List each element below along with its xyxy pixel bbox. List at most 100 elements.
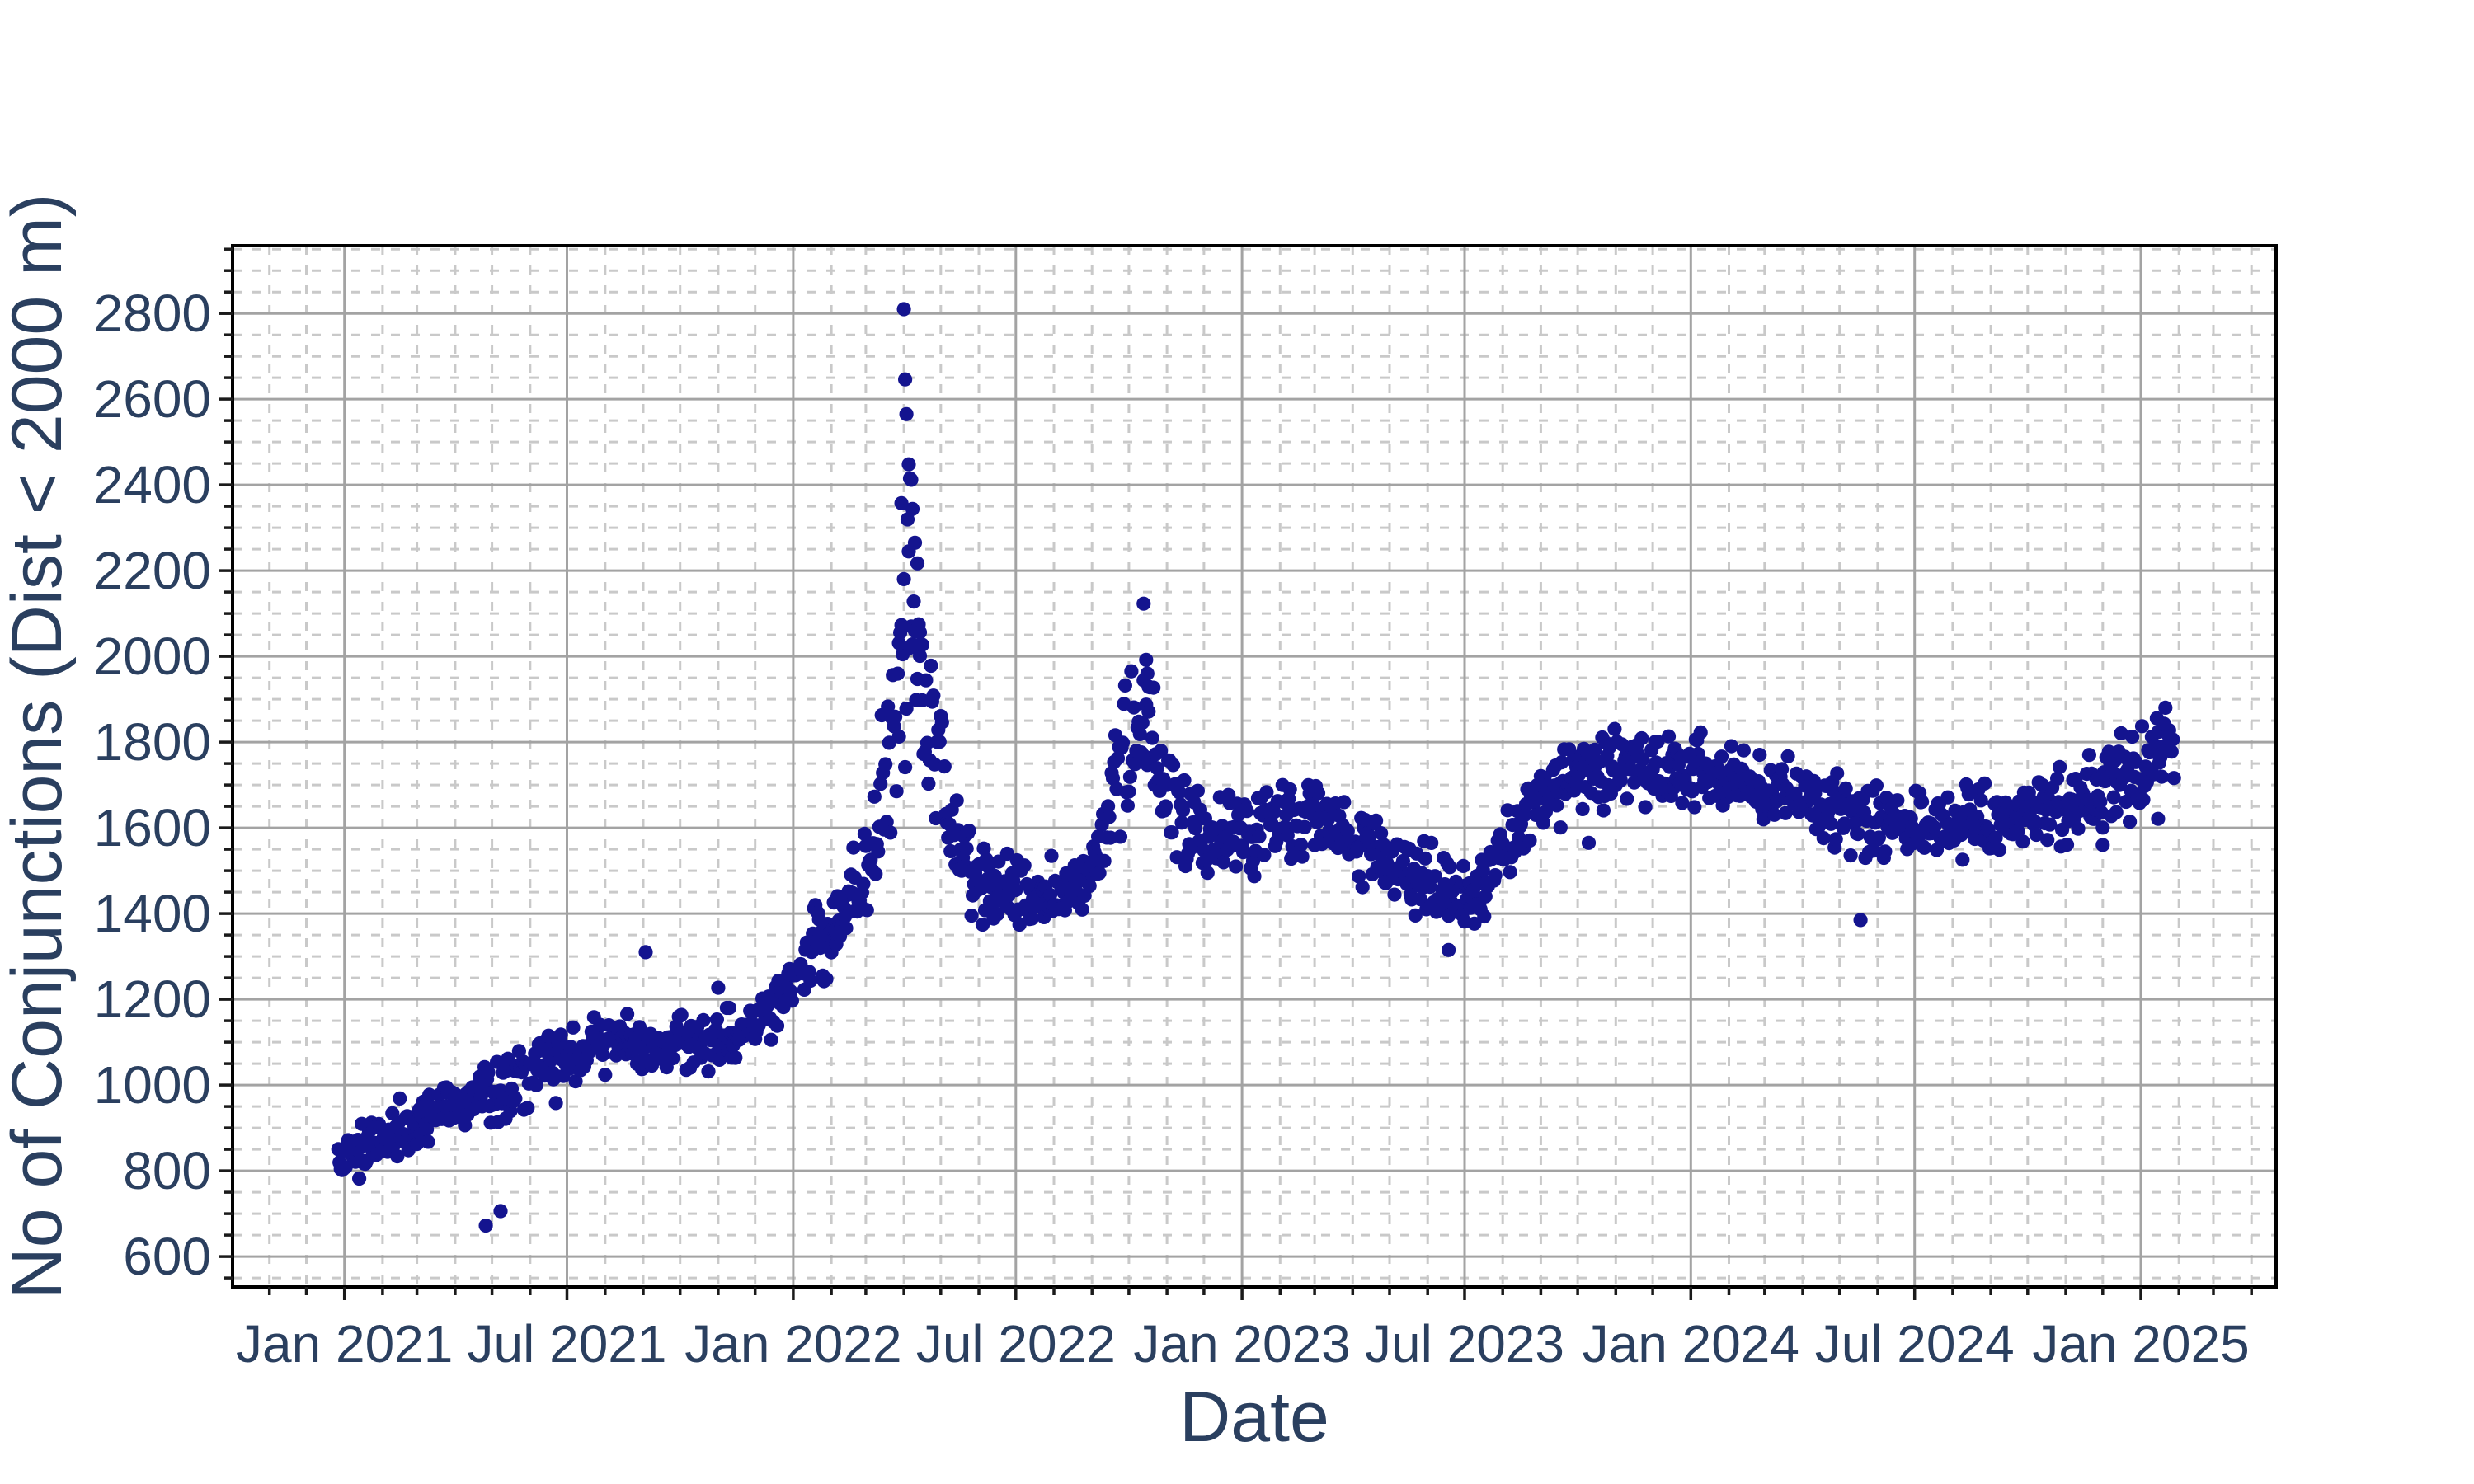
data-point — [901, 457, 916, 472]
data-point — [1200, 866, 1215, 881]
data-point — [390, 1149, 405, 1164]
y-tick-label: 2800 — [94, 284, 211, 343]
data-point — [898, 372, 913, 387]
data-point — [1752, 748, 1767, 763]
data-point — [949, 793, 964, 808]
y-tick-label: 2400 — [94, 455, 211, 514]
y-tick-label: 1400 — [94, 884, 211, 943]
data-point — [1587, 742, 1602, 757]
data-point — [1042, 887, 1058, 902]
data-point — [1082, 878, 1097, 894]
data-point — [878, 757, 893, 772]
data-point — [1823, 816, 1838, 831]
x-tick-label: Jan 2023 — [1133, 1314, 1350, 1374]
data-point — [1423, 880, 1437, 895]
data-point — [1097, 853, 1112, 868]
data-point — [868, 866, 883, 881]
data-point — [894, 495, 909, 510]
data-point — [764, 1032, 778, 1047]
data-point — [1475, 863, 1490, 878]
data-point — [2164, 744, 2179, 759]
data-point — [1408, 908, 1423, 923]
data-point — [1172, 785, 1187, 800]
data-point — [1216, 855, 1231, 870]
data-point — [1988, 830, 2003, 845]
data-point — [1141, 704, 1156, 719]
data-point — [2040, 833, 2055, 848]
data-point — [2071, 821, 2086, 836]
data-point — [722, 1000, 737, 1016]
axis-ticks — [219, 247, 2253, 1300]
data-point — [1638, 800, 1653, 815]
data-point — [1517, 807, 1532, 823]
data-point — [1522, 833, 1537, 848]
data-point — [1135, 716, 1150, 730]
data-point — [1190, 783, 1205, 798]
data-point — [937, 759, 952, 774]
data-point — [478, 1219, 493, 1233]
data-point — [846, 840, 861, 855]
x-axis-title: Date — [1179, 1378, 1329, 1457]
data-point — [728, 1050, 743, 1065]
data-point — [1978, 776, 1992, 791]
data-point — [891, 729, 906, 744]
data-point — [1488, 868, 1503, 883]
data-point — [2053, 759, 2067, 774]
data-point — [1310, 786, 1326, 801]
data-point — [921, 776, 936, 791]
data-point — [1115, 735, 1131, 750]
data-point — [881, 699, 896, 714]
data-point — [1154, 744, 1169, 758]
data-point — [1427, 869, 1442, 884]
data-point — [990, 907, 1004, 922]
x-tick-label: Jul 2024 — [1815, 1314, 2015, 1374]
data-point — [959, 841, 974, 856]
data-point — [784, 993, 800, 1008]
data-point — [1650, 735, 1665, 749]
data-point — [2095, 820, 2110, 835]
data-point — [873, 777, 888, 791]
data-point — [891, 666, 905, 681]
data-point — [1955, 852, 1970, 867]
data-point — [1257, 848, 1272, 862]
data-point — [696, 1012, 711, 1027]
data-point — [888, 709, 903, 725]
data-point — [2114, 726, 2128, 741]
x-tick-label: Jul 2021 — [468, 1314, 667, 1374]
data-point — [2106, 790, 2121, 805]
data-point — [1992, 843, 2007, 857]
data-point — [1355, 880, 1370, 895]
data-point — [1140, 666, 1155, 681]
data-point — [1675, 796, 1690, 810]
data-point — [1724, 739, 1739, 754]
data-point — [1320, 812, 1336, 827]
data-point — [1418, 851, 1432, 866]
data-point — [1830, 766, 1845, 781]
data-point — [711, 980, 726, 995]
x-tick-label: Jul 2022 — [916, 1314, 1116, 1374]
y-axis-title: No of Conjunctions (Dist < 2000 m) — [0, 194, 77, 1299]
y-tick-label: 1800 — [94, 712, 211, 772]
data-point — [421, 1134, 435, 1149]
data-point — [924, 658, 938, 674]
data-point — [1387, 887, 1402, 902]
data-point — [1024, 911, 1039, 926]
data-point — [1575, 801, 1590, 817]
data-point — [2093, 794, 2108, 810]
data-point — [1550, 798, 1564, 813]
data-point — [934, 715, 949, 730]
data-point — [2136, 792, 2151, 807]
data-point — [1145, 730, 1159, 745]
data-point — [904, 472, 919, 487]
x-tick-labels: Jan 2021 Jul 2021 Jan 2022 Jul 2022 Jan 2023… — [236, 1314, 2250, 1374]
data-point — [1838, 781, 1853, 796]
x-tick-label: Jan 2025 — [2032, 1314, 2249, 1374]
data-point — [1553, 820, 1568, 835]
data-point — [1174, 815, 1189, 830]
y-tick-label: 2600 — [94, 369, 211, 429]
data-point — [1778, 805, 1793, 820]
data-point — [879, 815, 894, 829]
data-point — [1871, 830, 1886, 845]
data-point — [1607, 721, 1622, 736]
data-point — [1816, 831, 1831, 846]
